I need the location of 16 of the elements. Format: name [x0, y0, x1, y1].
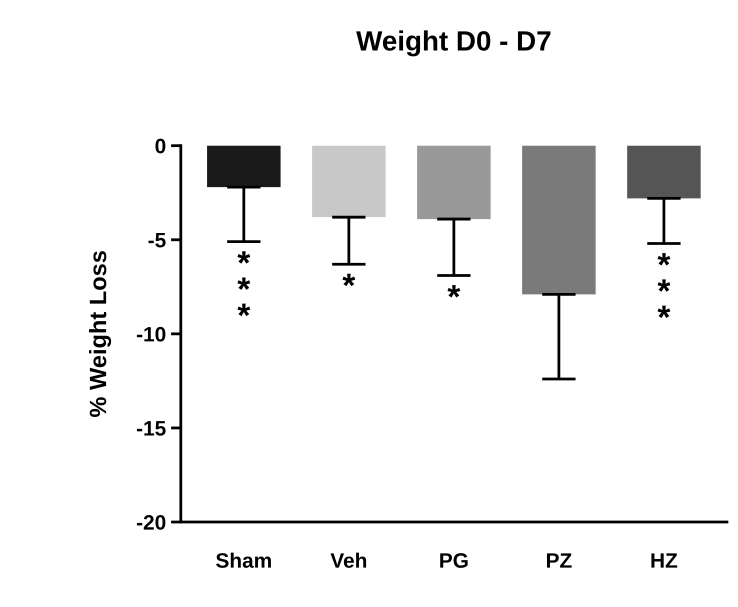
x-tick-label: Sham [216, 552, 271, 568]
chart-title: Weight D0 - D7 [356, 30, 550, 56]
x-tick-label: Veh [330, 552, 366, 568]
y-tick-label: -10 [136, 326, 166, 342]
annotation: * * * [237, 251, 250, 316]
y-tick-label: -5 [148, 232, 166, 248]
y-tick-label: 0 [155, 138, 166, 154]
x-tick-label: PZ [546, 553, 572, 568]
y-tick-label: -15 [136, 421, 166, 436]
annotation: * [342, 274, 356, 286]
annotation: * [447, 285, 460, 298]
x-tick-label: HZ [651, 553, 678, 568]
annotation: * * * [658, 253, 670, 318]
y-tick-label: -20 [136, 515, 166, 530]
y-axis-title: % Weight Loss [89, 251, 112, 418]
x-tick-label: PG [440, 553, 468, 568]
